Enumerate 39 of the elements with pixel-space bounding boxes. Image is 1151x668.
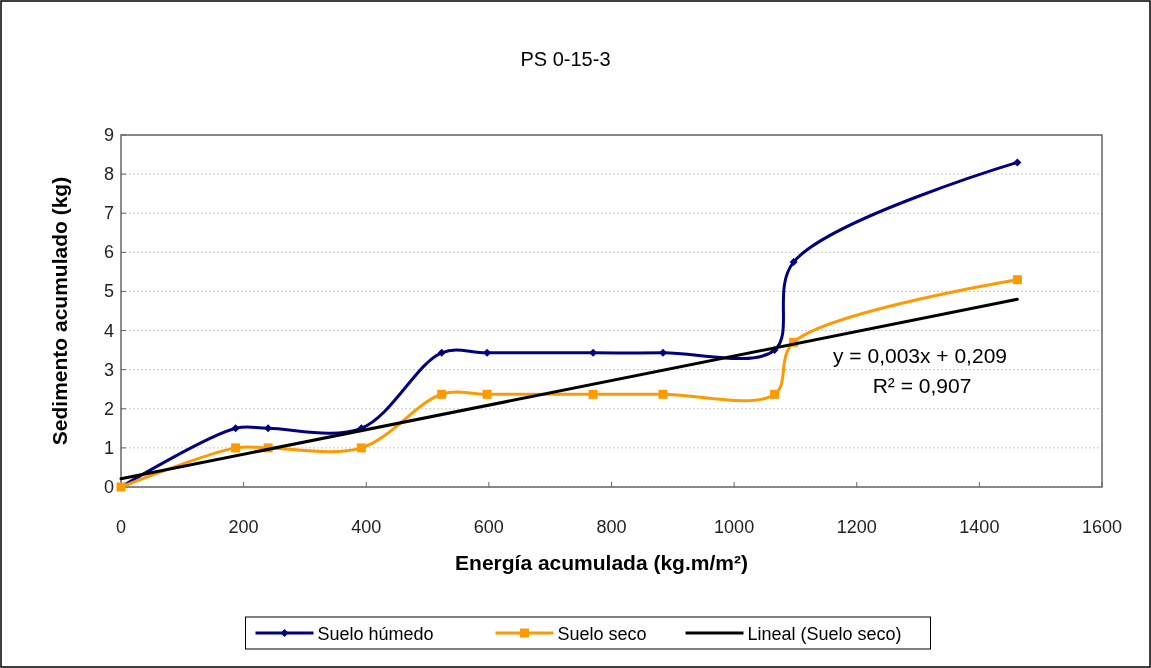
y-tick-label: 2 (103, 398, 114, 419)
point (770, 389, 780, 399)
point (231, 443, 241, 453)
x-tick-label: 200 (228, 517, 259, 537)
point (437, 389, 447, 399)
y-axis-title: Sedimento acumulado (kg) (48, 176, 71, 446)
y-tick-label: 0 (103, 477, 114, 497)
x-tick-label: 1600 (1081, 517, 1123, 537)
point (1013, 158, 1022, 167)
point (482, 389, 492, 399)
x-tick-label: 400 (351, 517, 382, 537)
legend-label: Suelo húmedo (317, 624, 434, 644)
chart-title: PS 0-15-3 (520, 48, 611, 70)
legend-label: Suelo seco (557, 624, 647, 644)
point (1012, 275, 1022, 285)
legend-label: Lineal (Suelo seco) (747, 624, 902, 644)
x-tick-label: 600 (473, 517, 504, 537)
point (588, 389, 598, 399)
x-tick-label: 1000 (714, 517, 755, 537)
y-tick-label: 9 (103, 125, 114, 145)
y-tick-label: 7 (103, 203, 114, 224)
point (658, 389, 668, 399)
x-tick-label: 800 (596, 517, 627, 537)
y-tick-label: 3 (103, 359, 114, 380)
x-tick-label: 1200 (836, 517, 877, 537)
point (356, 443, 366, 453)
point (789, 258, 798, 267)
x-tick-label: 1400 (959, 517, 1000, 537)
y-tick-label: 8 (103, 164, 114, 185)
x-axis-title: Energía acumulada (kg.m/m²) (455, 551, 748, 574)
y-tick-label: 5 (103, 281, 114, 302)
point (437, 348, 446, 357)
annotation: R² = 0,907 (872, 374, 972, 397)
point (231, 424, 240, 433)
y-tick-label: 1 (103, 437, 114, 458)
point (659, 348, 667, 357)
y-tick-label: 6 (103, 242, 114, 263)
y-tick-label: 4 (103, 320, 114, 341)
annotation: y = 0,003x + 0,209 (833, 344, 1007, 367)
